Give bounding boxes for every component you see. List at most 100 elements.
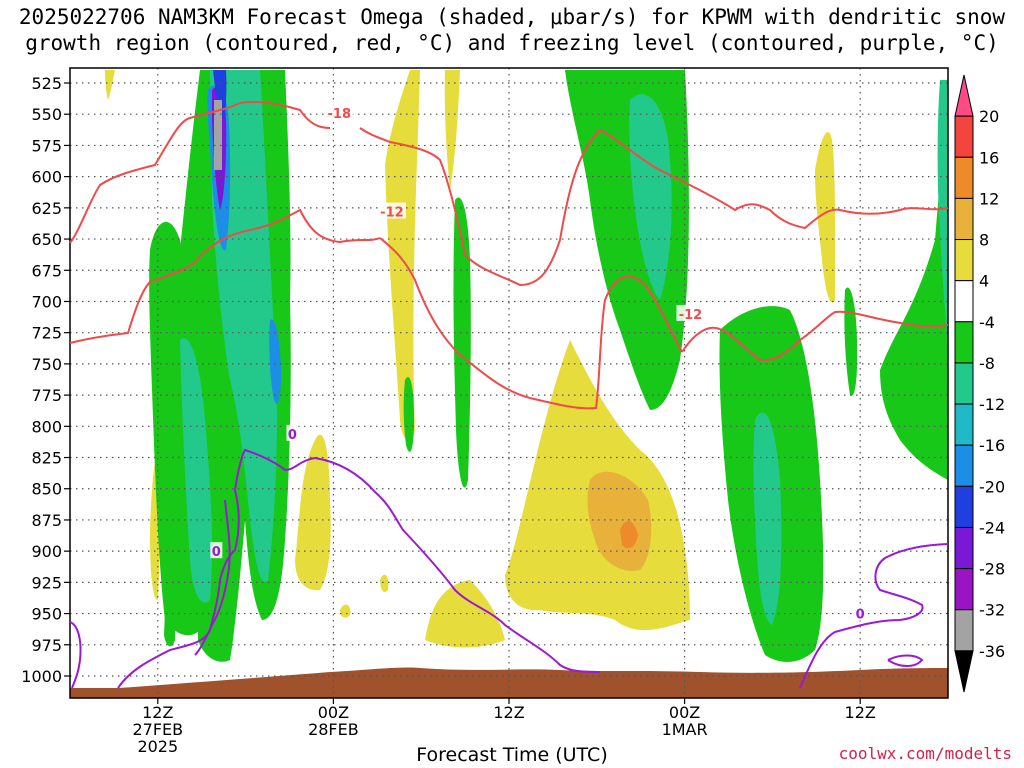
omega-positive-max (620, 520, 638, 549)
dgz-contour (681, 310, 949, 362)
colorbar-swatch (954, 239, 974, 282)
contour-label-bg (325, 103, 354, 120)
omega-negative-region (164, 609, 176, 647)
y-tick-label: 550 (31, 105, 62, 124)
colorbar-tick-label: -24 (979, 518, 1005, 537)
colorbar-swatch (954, 609, 974, 652)
y-tick-label: 575 (31, 136, 62, 155)
y-tick-label: 875 (31, 511, 62, 530)
dgz-contours (69, 100, 949, 410)
freezing-level-contour (194, 499, 231, 656)
contour-labels: -18 -12 -12 0 0 0 (210, 103, 867, 623)
colorbar-swatch (954, 485, 974, 528)
omega-positive-region (380, 574, 389, 592)
colorbar-tick-label: -8 (979, 354, 995, 373)
colorbar-tick-label: -36 (979, 642, 1005, 661)
y-tick-label: 975 (31, 636, 62, 655)
colorbar-swatch (954, 650, 974, 693)
freezing-level-contour (799, 543, 949, 689)
omega-positive-region (815, 131, 836, 303)
y-tick-label: 925 (31, 573, 62, 592)
dgz-contour (379, 237, 683, 410)
colorbar-swatch (954, 526, 974, 570)
y-tick-label: 750 (31, 355, 62, 374)
dgz-contour (69, 208, 381, 344)
colorbar-swatch (954, 321, 974, 364)
omega-strong-negative (180, 338, 213, 603)
colorbar-tick-label: 8 (979, 231, 989, 250)
grid-lines (70, 68, 948, 698)
colorbar-tick-label: -4 (979, 313, 995, 332)
contour-label-bg (676, 304, 705, 321)
colorbar-tick-label: -32 (979, 601, 1005, 620)
contour-label-bg (854, 604, 867, 621)
y-tick-label: 650 (31, 230, 62, 249)
y-tick-label: 600 (31, 168, 62, 187)
contour-label-bg (377, 202, 406, 219)
title-line-2: growth region (contoured, red, °C) and f… (25, 31, 999, 55)
y-tick-label: 825 (31, 449, 62, 468)
omega-negative-region (565, 70, 689, 410)
y-tick-label: 725 (31, 324, 62, 343)
dgz-contour (69, 100, 331, 244)
colorbar-swatch (954, 280, 974, 323)
omega-positive-core (587, 471, 652, 571)
colorbar-tick-label: -20 (979, 477, 1005, 496)
contour-label: 0 (856, 608, 865, 623)
contour-label-bg (286, 424, 299, 441)
colorbar-swatch (954, 403, 974, 446)
omega-max-negative (214, 100, 222, 170)
x-tick-label: 12Z (142, 703, 173, 722)
x-tick-label: 1MAR (662, 720, 708, 739)
freezing-level-contour (887, 654, 924, 667)
omega-positive-region (444, 70, 460, 190)
title-line-1: 2025022706 NAM3KM Forecast Omega (shaded… (18, 5, 1006, 29)
freezing-level-contours (69, 448, 949, 689)
colorbar-tick-label: 12 (979, 189, 999, 208)
freezing-level-contour (69, 621, 82, 689)
y-tick-label: 675 (31, 261, 62, 280)
omega-positive-region (105, 70, 115, 100)
y-tick-label: 950 (31, 605, 62, 624)
omega-very-strong-negative (269, 319, 281, 404)
x-tick-label: 00Z (318, 703, 349, 722)
omega-strong-negative (937, 80, 948, 350)
colorbar-tick-label: -16 (979, 436, 1005, 455)
freezing-level-contour (117, 448, 601, 689)
x-tick-label: 00Z (669, 703, 700, 722)
omega-positive-region (385, 70, 420, 441)
colorbar-tick-label: -12 (979, 395, 1005, 414)
contour-label: 0 (212, 545, 221, 560)
y-tick-label: 775 (31, 386, 62, 405)
y-tick-label: 525 (31, 74, 62, 93)
y-tick-label: 800 (31, 417, 62, 436)
omega-positive-region (340, 604, 351, 618)
x-tick-label: 12Z (845, 703, 876, 722)
colorbar-swatch (954, 362, 974, 405)
y-tick-label: 850 (31, 480, 62, 499)
colorbar: 20 16 12 8 4 -4 -8 -12 -16 -20 -24 -28 -32 -36 (954, 74, 1005, 693)
omega-negative-region (880, 70, 948, 480)
x-tick-label: 12Z (493, 703, 524, 722)
credit-link[interactable]: coolwx.com/modelts (838, 744, 1012, 763)
x-tick-label: 27FEB (132, 720, 183, 739)
colorbar-tick-label: 16 (979, 148, 999, 167)
colorbar-swatch (954, 444, 974, 487)
colorbar-tick-label: 20 (979, 107, 999, 126)
omega-negative-region (844, 287, 858, 396)
omega-strong-negative (629, 94, 672, 300)
colorbar-tick-label: -28 (979, 560, 1005, 579)
omega-positive-region (295, 434, 331, 591)
x-tick-label: 28FEB (308, 720, 359, 739)
contour-label: -12 (380, 206, 404, 221)
omega-positive-region (425, 580, 505, 648)
contour-label: -12 (679, 308, 703, 323)
colorbar-swatch (954, 74, 974, 117)
chart-title: 2025022706 NAM3KM Forecast Omega (shaded… (0, 4, 1024, 56)
colorbar-swatch (954, 115, 974, 158)
colorbar-tick-label: 4 (979, 272, 989, 291)
colorbar-swatch (954, 568, 974, 611)
contour-label: -18 (328, 107, 352, 122)
